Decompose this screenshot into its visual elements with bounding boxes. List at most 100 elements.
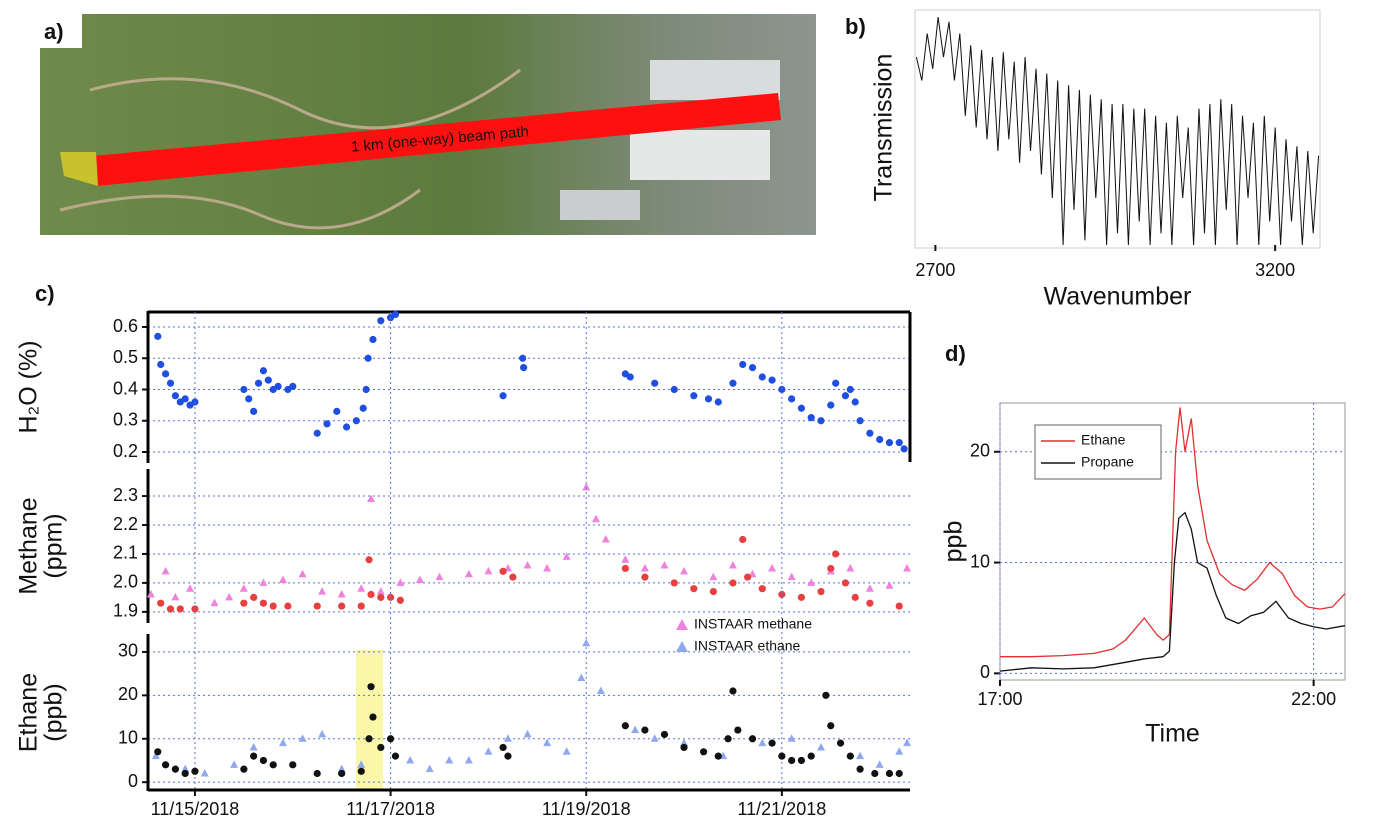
triangle-point xyxy=(903,738,912,747)
x-axis-label: Wavenumber xyxy=(1044,283,1192,311)
triangle-point xyxy=(680,738,689,747)
y-axis-label: H₂O (%) xyxy=(15,340,43,433)
x-tick-label: 22:00 xyxy=(1291,689,1336,709)
point xyxy=(729,379,737,387)
point xyxy=(626,373,634,381)
triangle-point xyxy=(406,755,415,764)
legend-label: Propane xyxy=(1081,454,1134,470)
triangle-point xyxy=(885,581,894,589)
line-series xyxy=(915,17,1320,246)
point xyxy=(499,567,507,575)
point xyxy=(832,550,840,558)
triangle-point xyxy=(621,555,630,563)
panel-label: c) xyxy=(35,281,55,306)
triangle-point xyxy=(278,738,287,747)
point xyxy=(895,602,903,610)
point xyxy=(724,735,732,743)
plot-frame xyxy=(999,402,1346,681)
point xyxy=(499,392,507,400)
building xyxy=(650,60,780,100)
triangle-point xyxy=(596,686,605,695)
triangle-point xyxy=(396,578,405,586)
point xyxy=(822,691,830,699)
triangle-point xyxy=(318,729,327,738)
triangle-point xyxy=(768,563,777,572)
triangle-point xyxy=(318,587,327,595)
triangle-point xyxy=(298,569,307,578)
y-tick-label: 1.9 xyxy=(113,601,138,621)
point xyxy=(364,354,372,362)
triangle-point xyxy=(210,598,219,607)
triangle-point xyxy=(562,747,571,755)
point xyxy=(313,602,321,610)
point xyxy=(807,752,815,760)
panel-label: d) xyxy=(945,341,966,366)
x-tick-label: 11/21/2018 xyxy=(737,799,826,819)
point xyxy=(289,382,297,390)
y-tick-label: 0 xyxy=(980,662,990,682)
point xyxy=(171,765,179,773)
point xyxy=(269,602,277,610)
y-axis-label: ppb xyxy=(940,521,968,563)
point xyxy=(171,392,179,400)
point xyxy=(744,573,752,581)
triangle-point xyxy=(298,734,307,742)
point xyxy=(900,445,908,453)
point xyxy=(166,379,175,387)
triangle-point xyxy=(903,563,912,572)
y-tick-label: 0.6 xyxy=(113,316,138,336)
triangle-point xyxy=(146,589,155,598)
point xyxy=(504,752,512,760)
y-tick-label: 20 xyxy=(970,441,990,461)
point xyxy=(670,385,678,394)
triangle-point xyxy=(728,561,737,569)
line-series xyxy=(999,511,1346,672)
point xyxy=(365,735,373,743)
triangle-point xyxy=(631,725,640,734)
triangle-point xyxy=(357,760,366,768)
trail xyxy=(89,68,521,130)
point xyxy=(739,535,747,544)
point xyxy=(748,735,757,743)
point xyxy=(841,579,850,587)
triangle-point xyxy=(435,572,444,581)
triangle-point xyxy=(278,575,287,584)
triangle-point xyxy=(895,747,904,755)
triangle-point xyxy=(875,760,884,768)
triangle-point xyxy=(230,760,239,768)
y-tick-label: 0.5 xyxy=(113,347,138,367)
point xyxy=(734,726,742,734)
point xyxy=(817,588,825,596)
point xyxy=(680,743,688,752)
point xyxy=(866,429,874,437)
point xyxy=(846,752,854,760)
point xyxy=(274,382,282,390)
point xyxy=(851,398,859,406)
triangle-point xyxy=(171,592,180,601)
triangle-point xyxy=(367,494,376,502)
y-axis-label: (ppm) xyxy=(40,513,68,578)
y-axis-label: Methane xyxy=(15,497,43,594)
y-tick-label: 30 xyxy=(118,641,138,661)
triangle-point xyxy=(640,563,649,572)
point xyxy=(259,756,268,765)
point xyxy=(154,748,162,756)
point xyxy=(729,687,737,695)
triangle-point xyxy=(186,584,195,592)
point xyxy=(660,730,669,739)
point xyxy=(357,602,365,610)
point xyxy=(391,752,400,760)
y-axis-label: (ppb) xyxy=(40,683,68,741)
point xyxy=(250,593,258,601)
photo-panel: 1 km (one-way) beam path a) xyxy=(40,14,816,235)
point xyxy=(369,713,377,721)
triangle-point xyxy=(503,734,512,742)
point xyxy=(748,364,757,372)
triangle-point xyxy=(200,769,209,777)
point xyxy=(338,769,346,778)
point xyxy=(846,385,854,394)
point xyxy=(369,335,377,344)
point xyxy=(359,404,367,412)
point xyxy=(817,417,825,425)
